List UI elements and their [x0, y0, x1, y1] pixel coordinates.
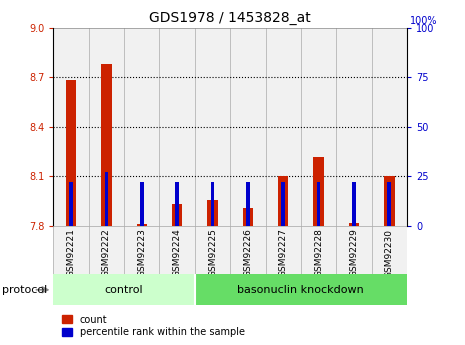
- Bar: [172, 205, 182, 226]
- Bar: [336, 226, 372, 278]
- Text: GSM92227: GSM92227: [279, 228, 288, 277]
- Bar: [387, 182, 391, 226]
- Bar: [313, 157, 324, 226]
- Bar: [53, 226, 89, 278]
- Text: GSM92225: GSM92225: [208, 228, 217, 277]
- Text: control: control: [105, 285, 144, 295]
- Bar: [349, 223, 359, 226]
- Bar: [336, 28, 372, 226]
- Text: 100%: 100%: [410, 16, 437, 26]
- Bar: [195, 226, 230, 278]
- Text: protocol: protocol: [2, 286, 47, 295]
- Bar: [124, 226, 159, 278]
- Bar: [195, 274, 407, 305]
- Title: GDS1978 / 1453828_at: GDS1978 / 1453828_at: [149, 11, 311, 25]
- Text: GSM92228: GSM92228: [314, 228, 323, 277]
- Bar: [211, 182, 214, 226]
- Bar: [53, 274, 195, 305]
- Text: GSM92230: GSM92230: [385, 228, 394, 278]
- Text: GSM92221: GSM92221: [66, 228, 76, 277]
- Text: GSM92229: GSM92229: [349, 228, 359, 277]
- Bar: [53, 28, 89, 226]
- Bar: [89, 28, 124, 226]
- Bar: [159, 28, 195, 226]
- Text: basonuclin knockdown: basonuclin knockdown: [238, 285, 364, 295]
- Bar: [159, 226, 195, 278]
- Bar: [266, 226, 301, 278]
- Text: GSM92223: GSM92223: [137, 228, 146, 277]
- Bar: [66, 80, 76, 226]
- Bar: [124, 28, 159, 226]
- Bar: [352, 182, 356, 226]
- Bar: [230, 226, 266, 278]
- Bar: [105, 172, 108, 226]
- Bar: [195, 28, 230, 226]
- Bar: [372, 226, 407, 278]
- Text: GSM92224: GSM92224: [173, 228, 182, 277]
- Bar: [281, 182, 285, 226]
- Bar: [278, 176, 288, 226]
- Bar: [372, 28, 407, 226]
- Bar: [317, 182, 320, 226]
- Text: GSM92222: GSM92222: [102, 228, 111, 277]
- Bar: [137, 224, 147, 226]
- Bar: [207, 199, 218, 226]
- Legend: count, percentile rank within the sample: count, percentile rank within the sample: [58, 311, 249, 341]
- Bar: [301, 226, 336, 278]
- Bar: [89, 226, 124, 278]
- Bar: [384, 176, 394, 226]
- Bar: [175, 182, 179, 226]
- Bar: [69, 182, 73, 226]
- Bar: [230, 28, 266, 226]
- Text: GSM92226: GSM92226: [243, 228, 252, 277]
- Bar: [301, 28, 336, 226]
- Bar: [246, 182, 250, 226]
- Bar: [140, 182, 144, 226]
- Bar: [243, 208, 253, 226]
- Bar: [266, 28, 301, 226]
- Bar: [101, 64, 112, 226]
